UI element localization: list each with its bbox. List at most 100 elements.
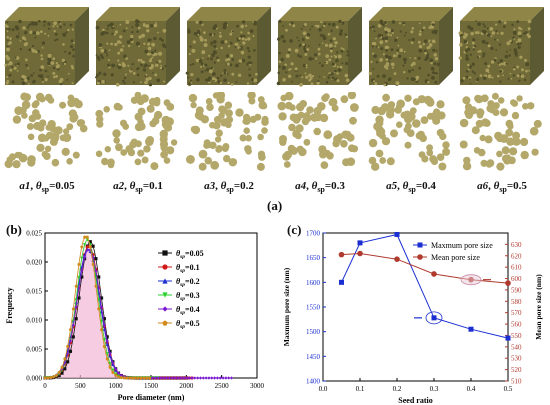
cube-grain: [187, 28, 190, 30]
cube-grain: [114, 30, 118, 34]
cube-grain: [518, 79, 521, 83]
section-particle: [505, 128, 514, 137]
series-area: [45, 236, 151, 378]
cube-grain: [324, 60, 329, 65]
section-particle: [426, 149, 434, 157]
cube-grain: [192, 63, 195, 66]
cube-grain: [526, 33, 530, 37]
section-particle: [412, 98, 420, 106]
cube-grain: [303, 45, 306, 48]
y-left-tick-label: 1700: [306, 230, 321, 238]
x-tick-label: 0.5: [504, 385, 513, 393]
cube-grain: [501, 63, 504, 66]
cube-grain: [237, 73, 242, 78]
series-marker: [71, 307, 75, 311]
cube-grain: [21, 74, 26, 79]
cube-grain: [391, 66, 394, 69]
section-particle: [501, 146, 510, 155]
cube-grain: [111, 32, 114, 35]
cube-grain: [246, 46, 250, 50]
cube-grain: [396, 36, 399, 39]
cube-grain: [339, 29, 343, 33]
cube-grain: [248, 68, 251, 71]
cube-grain: [305, 66, 308, 69]
section-particle: [508, 147, 518, 156]
cube-grain: [121, 62, 125, 66]
cube-grain: [509, 72, 512, 75]
cube-grain: [61, 58, 65, 63]
cube-grain: [71, 28, 74, 31]
cube-grain: [110, 73, 114, 77]
cube-grain: [332, 37, 336, 41]
cube-grain: [253, 49, 256, 52]
series-marker: [201, 376, 205, 380]
cube-grain: [151, 56, 154, 59]
cube-grain: [41, 81, 44, 83]
cube-grain: [387, 55, 392, 60]
section-particle: [216, 95, 225, 104]
series-marker: [105, 357, 109, 361]
pore-distribution-chart: 0 500 1000 1500 2000 2500 3000 0.000 0.005 0.010 0…: [5, 230, 265, 403]
cube-grain: [478, 49, 482, 53]
cube-grain: [299, 55, 303, 58]
cube-grain: [140, 63, 143, 67]
cube-grain: [471, 70, 475, 73]
cube-grain: [334, 41, 338, 45]
cube-grain: [62, 32, 67, 37]
cube-grain: [467, 68, 470, 71]
y-right-tick-label: 590: [511, 286, 522, 294]
cube-grain: [495, 49, 498, 51]
cube-grain: [278, 65, 281, 68]
series-marker: [63, 367, 67, 371]
x-tick-label: 500: [75, 382, 86, 390]
plot-frame: [322, 232, 509, 382]
cube-top-face: [5, 7, 89, 21]
x-tick-label: 0.4: [467, 385, 476, 393]
section-particle: [319, 113, 329, 123]
section-particle: [371, 162, 380, 171]
cube-grain: [288, 68, 291, 71]
cube-grain: [191, 48, 196, 53]
cube-grain: [338, 19, 342, 24]
series-marker: [108, 365, 112, 369]
section-particle: [12, 160, 21, 169]
cube-grain: [198, 59, 203, 64]
cube-grain: [410, 41, 414, 44]
cube-grain: [510, 77, 513, 80]
y-tick-label: 0.000: [26, 375, 42, 383]
cube-grain: [333, 54, 336, 57]
series-marker: [77, 296, 81, 300]
cube-grain: [392, 54, 396, 58]
section-particle: [323, 130, 333, 140]
cube-grain: [345, 61, 349, 66]
cube-grain: [151, 42, 156, 47]
y-left-tick-label: 1600: [306, 279, 321, 287]
series-marker: [193, 376, 197, 380]
cube-grain: [278, 19, 282, 23]
cube-grain: [62, 43, 65, 46]
cube-grain: [54, 32, 58, 36]
cube-grain: [238, 37, 241, 40]
cube-grain: [44, 78, 48, 82]
cube-grain: [98, 71, 102, 75]
cube-grain: [6, 47, 10, 52]
cube-grain: [308, 73, 312, 78]
cube-grain: [298, 39, 300, 42]
cube-side-face: [257, 7, 271, 85]
section-particle: [278, 112, 287, 121]
cube-grain: [411, 27, 415, 30]
legend-label: θsp=0.05: [176, 249, 204, 260]
cube-grain: [55, 62, 58, 65]
section-particle: [371, 105, 380, 115]
section-particle: [477, 148, 486, 157]
section-particle: [37, 124, 45, 132]
section-particle: [303, 112, 311, 120]
series-marker: [164, 376, 169, 380]
cube-grain: [131, 30, 134, 34]
cube-grain: [118, 63, 122, 67]
cube-grain: [210, 43, 213, 46]
cube-grain: [30, 21, 35, 26]
cube-grain: [225, 58, 228, 62]
cube-grain: [140, 59, 143, 62]
series-line: [341, 252, 509, 284]
